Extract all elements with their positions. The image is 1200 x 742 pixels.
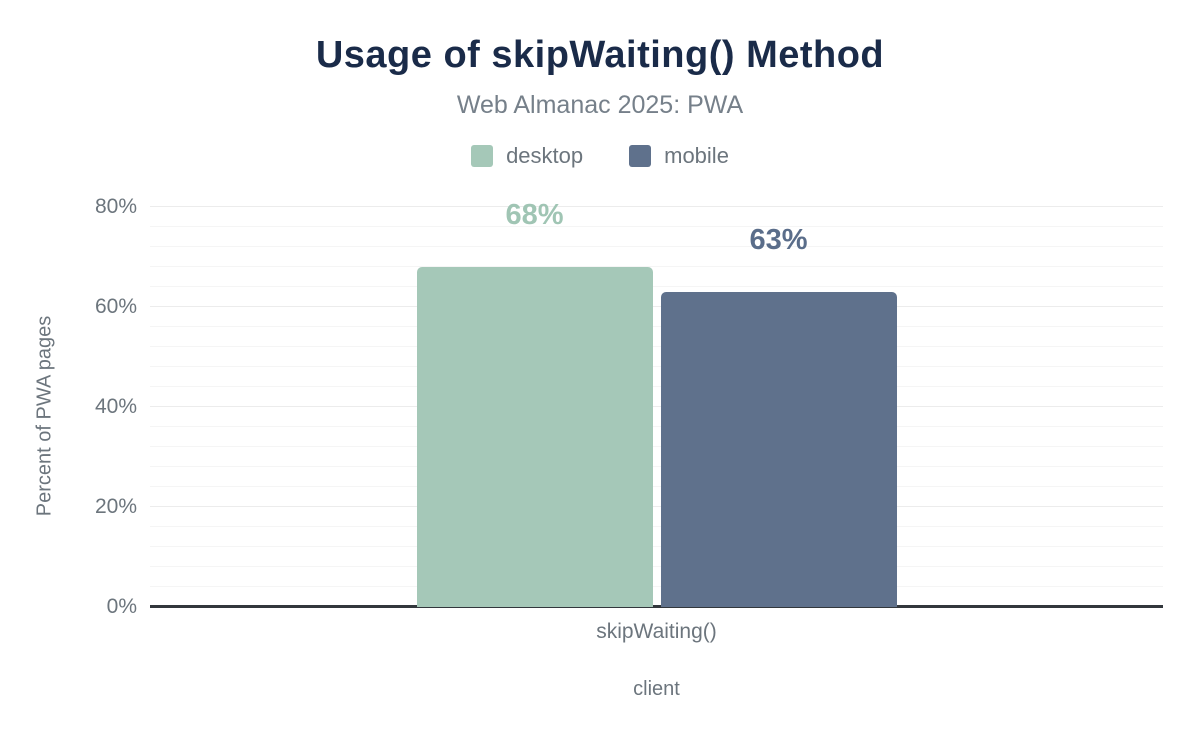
y-tick-label: 80% [94,195,137,218]
minor-gridline [150,546,1163,547]
minor-gridline [150,326,1163,327]
minor-gridline [150,466,1163,467]
x-axis-line [150,605,1163,608]
legend-item-desktop: desktop [471,143,583,169]
desktop-swatch-icon [471,145,494,167]
legend: desktop mobile [0,143,1200,169]
minor-gridline [150,446,1163,447]
minor-gridline [150,386,1163,387]
minor-gridline [150,246,1163,247]
minor-gridline [150,226,1163,227]
minor-gridline [150,586,1163,587]
plot-area: 68% 63% [150,199,1163,608]
minor-gridline [150,366,1163,367]
major-gridline [150,506,1163,507]
minor-gridline [150,346,1163,347]
mobile-swatch-icon [629,145,652,167]
x-axis-title: client [633,678,680,700]
major-gridline [150,206,1163,207]
minor-gridline [150,566,1163,567]
y-tick-label: 20% [94,495,137,518]
chart-subtitle: Web Almanac 2025: PWA [456,91,744,119]
minor-gridline [150,266,1163,267]
legend-label-desktop: desktop [506,143,584,168]
legend-label-mobile: mobile [664,143,729,168]
major-gridline [150,406,1163,407]
legend-item-mobile: mobile [629,143,729,169]
value-label-desktop: 68% [505,199,564,231]
value-label-mobile: 63% [749,224,808,256]
y-tick-label: 60% [94,295,137,318]
bar-desktop[interactable] [416,267,653,607]
minor-gridline [150,526,1163,527]
minor-gridline [150,426,1163,427]
y-tick-label: 40% [94,395,137,418]
y-tick-label: 0% [106,595,137,618]
x-tick-label: skipWaiting() [596,620,717,643]
minor-gridline [150,486,1163,487]
chart-title: Usage of skipWaiting() Method [315,34,885,76]
bar-mobile[interactable] [660,292,897,607]
major-gridline [150,306,1163,307]
minor-gridline [150,286,1163,287]
